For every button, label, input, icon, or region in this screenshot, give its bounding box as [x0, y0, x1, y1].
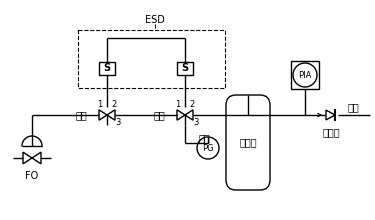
Text: 放空: 放空	[199, 133, 211, 143]
Bar	[78, 30, 225, 88]
Text: S: S	[104, 63, 111, 73]
Text: 2: 2	[189, 99, 195, 108]
Text: 气源: 气源	[347, 102, 359, 112]
Polygon shape	[177, 110, 185, 120]
Text: 失电: 失电	[153, 110, 165, 120]
Text: FO: FO	[26, 171, 39, 181]
Text: 1: 1	[176, 99, 181, 108]
Text: 单向阀: 单向阀	[322, 127, 340, 137]
Polygon shape	[23, 152, 32, 164]
Circle shape	[293, 63, 317, 87]
Text: 1: 1	[98, 99, 103, 108]
Text: 3: 3	[194, 117, 199, 126]
Bar	[99, 62, 115, 75]
Text: PIA: PIA	[298, 70, 312, 79]
Polygon shape	[185, 110, 193, 120]
FancyBboxPatch shape	[226, 95, 270, 190]
Text: PG: PG	[202, 143, 214, 152]
Polygon shape	[99, 110, 107, 120]
Text: 失电: 失电	[75, 110, 87, 120]
Polygon shape	[107, 110, 115, 120]
Bar	[177, 62, 193, 75]
Text: S: S	[182, 63, 189, 73]
Circle shape	[197, 137, 219, 159]
Text: 3: 3	[116, 117, 121, 126]
Polygon shape	[326, 110, 335, 120]
Bar	[291, 61, 319, 89]
Text: ESD: ESD	[145, 15, 165, 25]
Text: 储气罐: 储气罐	[239, 138, 257, 147]
Polygon shape	[32, 152, 41, 164]
Text: 2: 2	[111, 99, 117, 108]
